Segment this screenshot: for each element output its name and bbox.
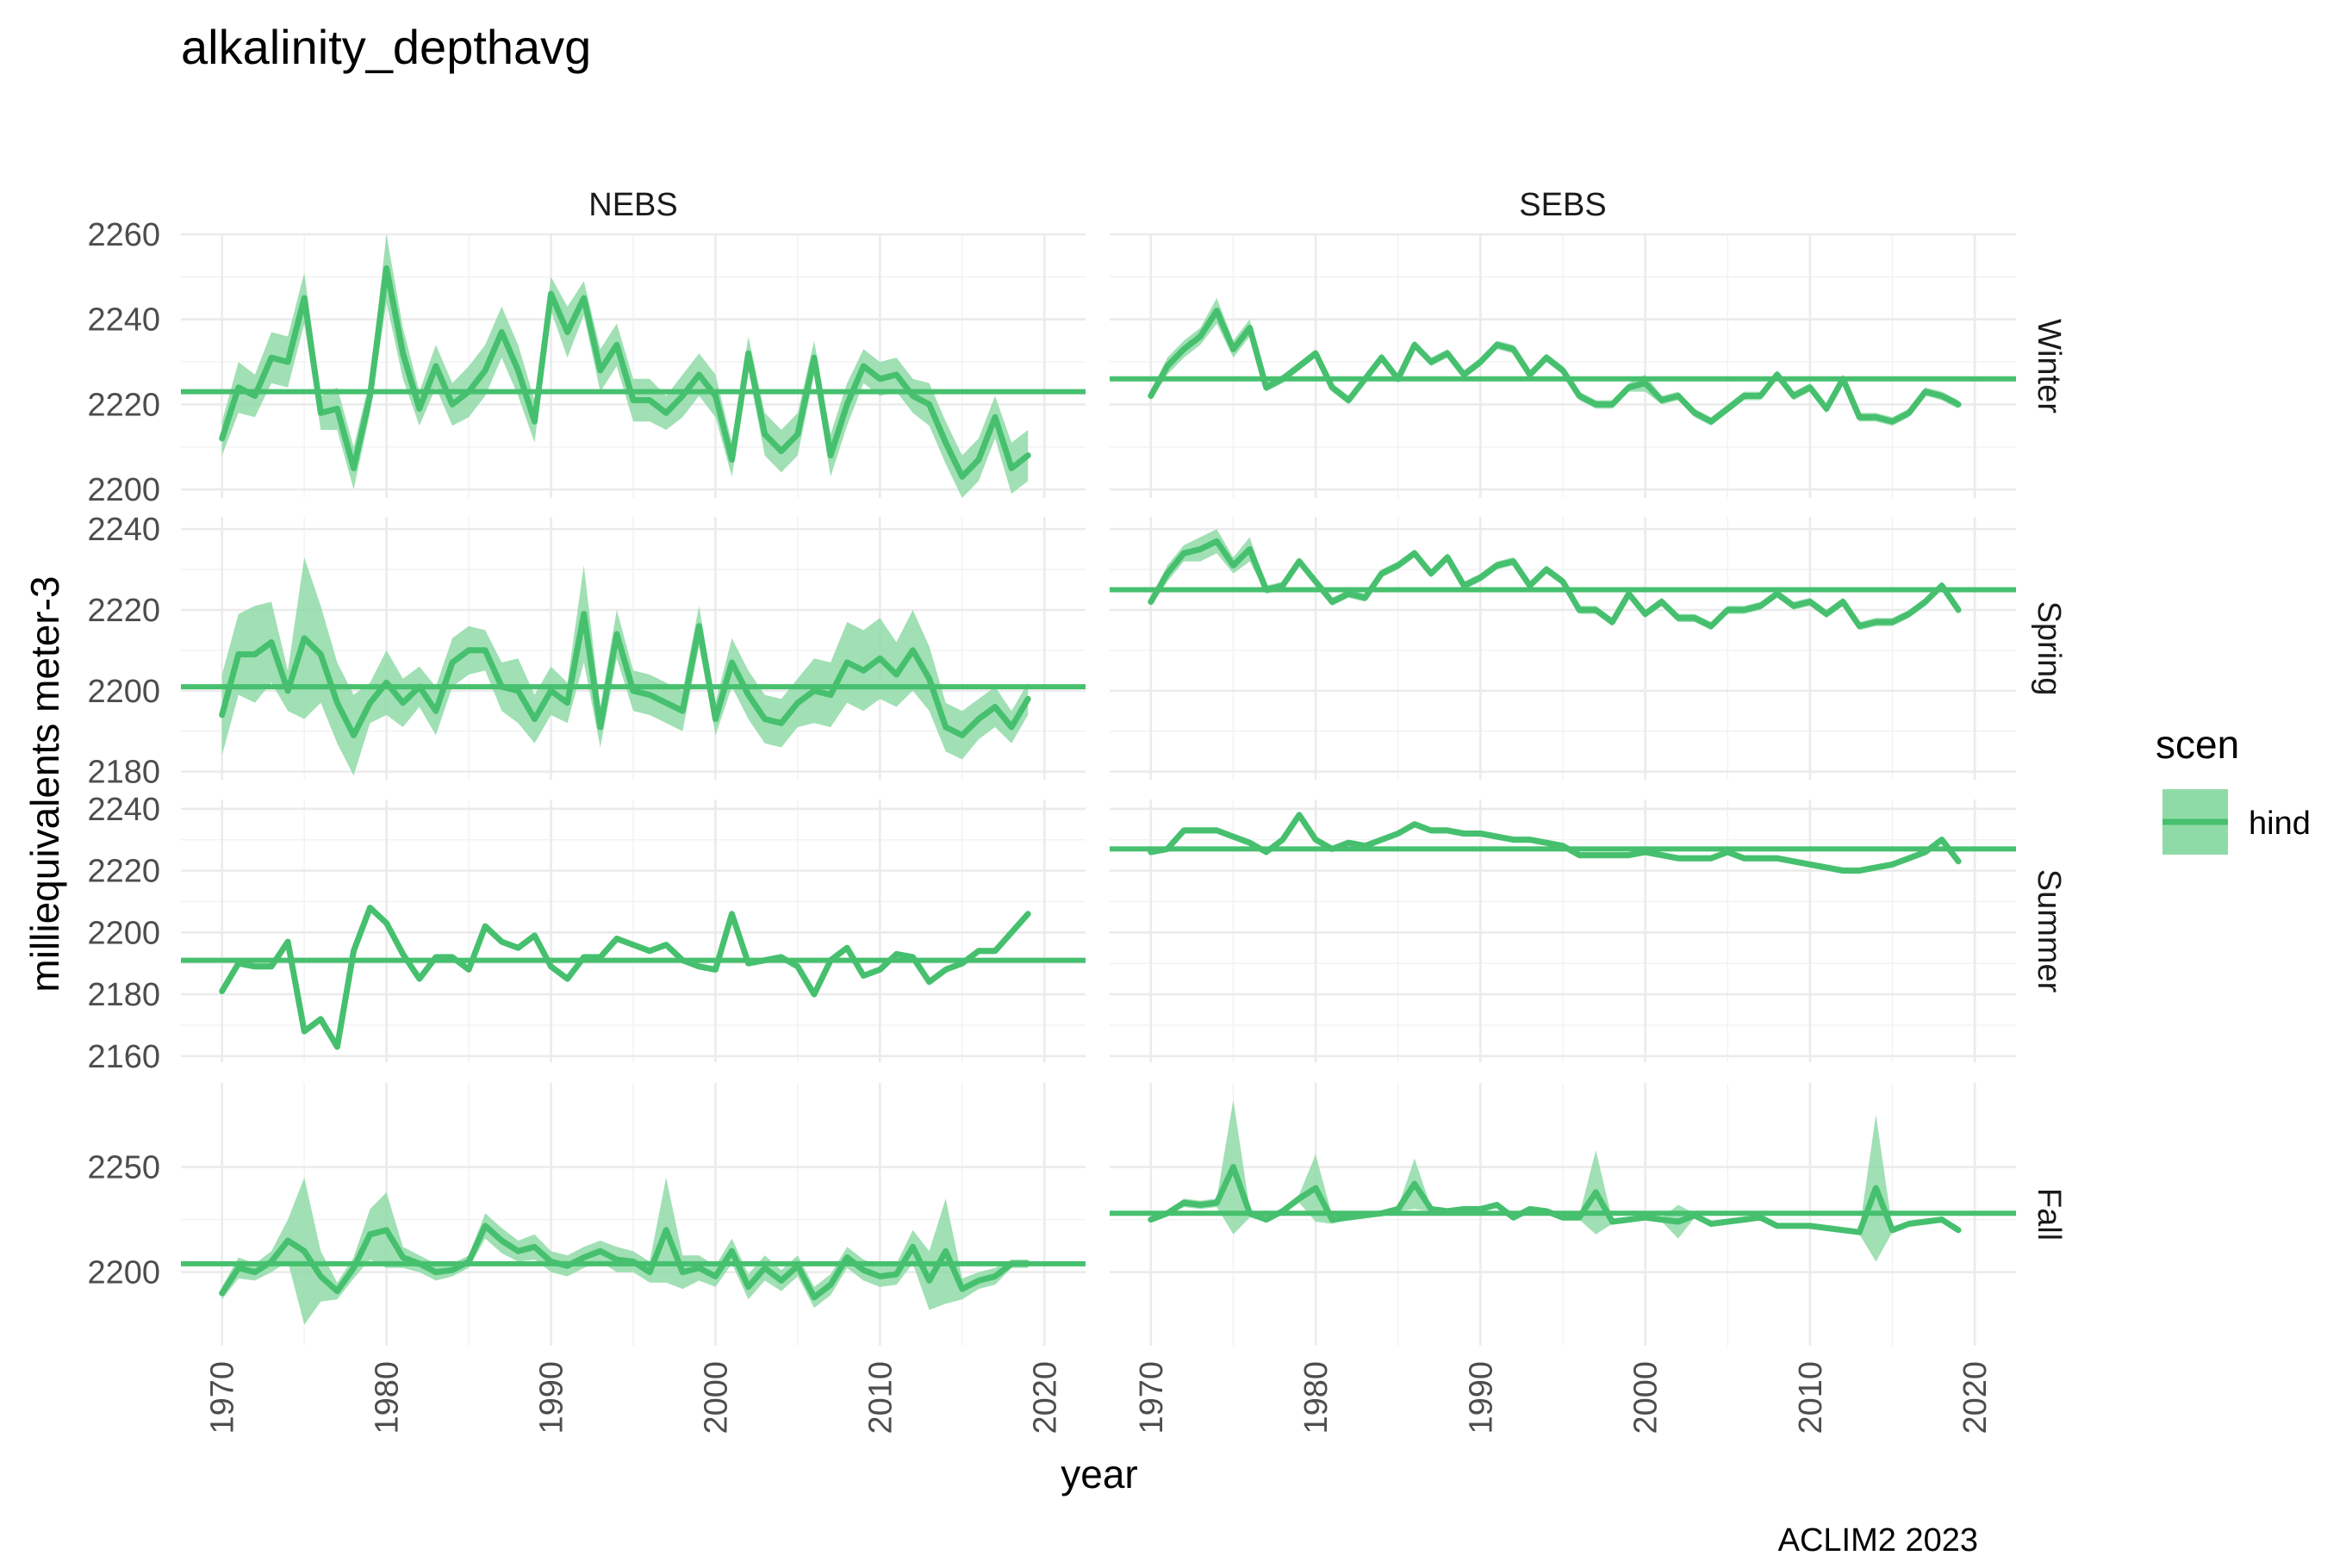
strip-label-fall: Fall: [2031, 1188, 2067, 1241]
series-line-hind: [219, 611, 1031, 738]
y-tick-label: 2240: [87, 512, 160, 548]
panel-nebs-winter: [181, 233, 1086, 498]
y-tick-label: 2200: [87, 915, 160, 951]
panel-sebs-fall: [1110, 1083, 2016, 1346]
y-axis-title: milliequivalents meter-3: [22, 576, 67, 992]
series-line-hind: [219, 905, 1031, 1050]
x-tick-label: 1970: [1134, 1361, 1170, 1434]
series-band-hind: [1150, 529, 1959, 631]
x-tick-label: 2000: [698, 1361, 734, 1434]
panel-sebs-summer: [1110, 800, 2016, 1062]
x-tick-label: 1990: [1463, 1361, 1499, 1434]
strip-label-sebs: SEBS: [1519, 187, 1606, 223]
y-tick-label: 2180: [87, 755, 160, 791]
series-line-hind: [1148, 1164, 1962, 1235]
y-tick-label: 2260: [87, 217, 160, 253]
y-tick-label: 2180: [87, 977, 160, 1013]
y-tick-label: 2250: [87, 1150, 160, 1186]
panel-sebs-winter: [1110, 233, 2016, 498]
x-tick-label: 2020: [1957, 1361, 1994, 1434]
strip-label-winter: Winter: [2031, 319, 2067, 414]
caption: ACLIM2 2023: [1778, 1522, 1978, 1559]
facet-panels: NEBS SEBS Winter Spring Summer Fall 2200 2220 22…: [87, 187, 2067, 1434]
legend-title: scen: [2156, 722, 2239, 767]
y-tick-label: 2220: [87, 593, 160, 629]
y-tick-label: 2240: [87, 302, 160, 339]
x-tick-label: 2000: [1628, 1361, 1664, 1434]
legend-label-hind: hind: [2249, 806, 2311, 842]
x-tick-label: 1970: [205, 1361, 241, 1434]
series-line-hind: [1148, 308, 1962, 425]
x-tick-label: 1980: [1298, 1361, 1335, 1434]
x-tick-label: 1980: [370, 1361, 406, 1434]
series-band-hind: [1150, 1099, 1959, 1262]
legend: scen hind: [2156, 722, 2311, 855]
y-tick-label: 2220: [87, 387, 160, 423]
series-line-hind: [219, 1223, 1031, 1301]
y-tick-label: 2160: [87, 1039, 160, 1075]
strip-label-summer: Summer: [2031, 869, 2067, 993]
x-tick-label: 2010: [1793, 1361, 1829, 1434]
series-line-hind: [219, 265, 1031, 480]
panel-nebs-summer: [181, 800, 1086, 1062]
panel-sebs-spring: [1110, 517, 2016, 780]
y-tick-label: 2200: [87, 1255, 160, 1291]
series-line-hind: [1148, 538, 1962, 630]
y-tick-label: 2240: [87, 792, 160, 828]
series-line-hind: [1148, 812, 1962, 874]
x-tick-label: 2020: [1027, 1361, 1063, 1434]
panel-nebs-fall: [181, 1083, 1086, 1346]
strip-label-spring: Spring: [2031, 601, 2067, 696]
x-tick-label: 1990: [534, 1361, 570, 1434]
y-tick-label: 2200: [87, 472, 160, 508]
chart-title: alkalinity_depthavg: [181, 20, 591, 74]
panel-nebs-spring: [181, 517, 1086, 780]
strip-label-nebs: NEBS: [588, 187, 677, 223]
y-tick-label: 2200: [87, 674, 160, 710]
x-tick-label: 2010: [862, 1361, 899, 1434]
x-axis-title: year: [1061, 1452, 1137, 1496]
y-tick-label: 2220: [87, 854, 160, 890]
